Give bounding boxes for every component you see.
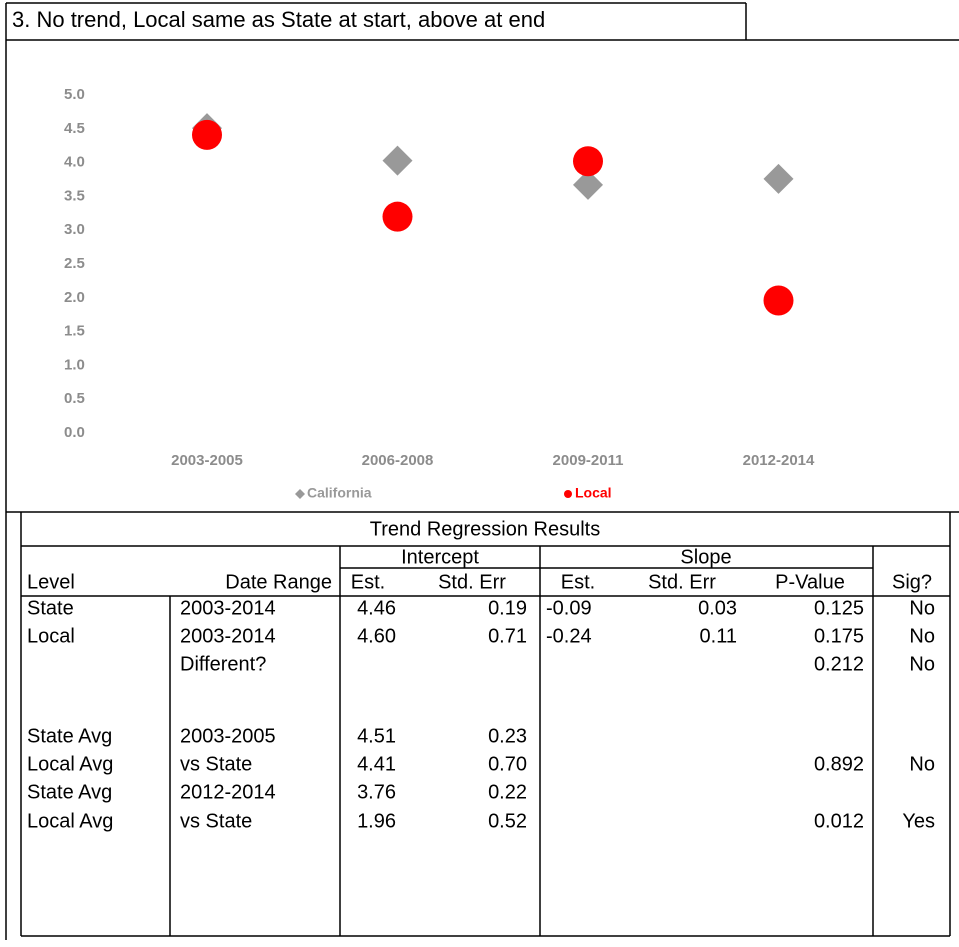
table-cell: State Avg	[27, 781, 112, 803]
table-cell: No	[909, 625, 935, 647]
column-header: Est.	[351, 571, 385, 593]
group-header: Intercept	[401, 546, 479, 568]
table-cell: 0.11	[700, 625, 737, 647]
table-cell: -0.09	[546, 597, 592, 619]
x-tick-label: 2012-2014	[743, 452, 815, 469]
y-tick-label: 4.5	[64, 120, 85, 137]
table-cell: No	[909, 753, 935, 775]
table-cell: 3.76	[357, 781, 396, 803]
table-cell: 0.22	[488, 781, 527, 803]
chart-title: 3. No trend, Local same as State at star…	[12, 7, 545, 32]
y-tick-label: 4.0	[64, 154, 85, 171]
table-cell: 1.96	[357, 810, 396, 832]
table-cell: Local Avg	[27, 753, 113, 775]
column-header: Sig?	[892, 571, 932, 593]
table-cell: 0.70	[488, 753, 527, 775]
y-tick-label: 3.5	[64, 187, 85, 204]
column-header: Date Range	[225, 571, 332, 593]
table-cell: 2003-2014	[180, 625, 276, 647]
table-cell: 0.03	[698, 597, 737, 619]
column-header: P-Value	[775, 571, 845, 593]
table-cell: 0.892	[814, 753, 864, 775]
table-cell: Local Avg	[27, 810, 113, 832]
table-cell: 2003-2014	[180, 597, 276, 619]
legend-label: Local	[575, 485, 612, 501]
point	[382, 145, 413, 176]
point	[573, 146, 603, 177]
legend-marker	[564, 490, 572, 498]
table-cell: 4.51	[357, 725, 396, 747]
table-cell: 0.212	[814, 653, 864, 675]
point	[763, 285, 794, 316]
point	[382, 201, 413, 232]
table-cell: 0.125	[814, 597, 864, 619]
table-cell: 2003-2005	[180, 725, 276, 747]
point	[763, 163, 794, 194]
y-tick-label: 3.0	[64, 221, 85, 238]
point	[192, 119, 222, 150]
table-cell: 0.71	[488, 625, 527, 647]
x-tick-label: 2006-2008	[362, 452, 434, 469]
y-tick-label: 1.5	[64, 323, 85, 340]
table-cell: vs State	[180, 753, 252, 775]
group-header: Slope	[680, 546, 731, 568]
y-tick-label: 0.5	[64, 390, 85, 407]
table-cell: No	[909, 653, 935, 675]
y-tick-label: 1.0	[64, 356, 85, 373]
column-header: Std. Err	[438, 571, 506, 593]
y-tick-label: 2.5	[64, 255, 85, 272]
table-cell: 4.41	[357, 753, 396, 775]
column-header: Level	[27, 571, 75, 593]
table-cell: 4.46	[357, 597, 396, 619]
y-tick-label: 2.0	[64, 289, 85, 306]
column-header: Est.	[561, 571, 595, 593]
table-cell: 0.23	[488, 725, 527, 747]
table-cell: 0.175	[814, 625, 864, 647]
legend-label: California	[307, 485, 372, 501]
table-cell: Yes	[902, 810, 935, 832]
table-cell: State Avg	[27, 725, 112, 747]
table-cell: State	[27, 597, 74, 619]
legend-marker	[295, 489, 305, 499]
table-cell: 2012-2014	[180, 781, 276, 803]
table-cell: -0.24	[546, 625, 592, 647]
table-cell: Different?	[180, 653, 266, 675]
frame	[5, 2, 959, 940]
x-tick-label: 2003-2005	[171, 452, 243, 469]
table-cell: 4.60	[357, 625, 396, 647]
x-tick-label: 2009-2011	[553, 452, 624, 469]
table-title: Trend Regression Results	[370, 518, 600, 540]
table-cell: 0.19	[488, 597, 527, 619]
y-tick-label: 0.0	[64, 424, 85, 441]
table-cell: No	[909, 597, 935, 619]
column-header: Std. Err	[648, 571, 716, 593]
table-cell: vs State	[180, 810, 252, 832]
table-cell: 0.52	[488, 810, 527, 832]
table-cell: Local	[27, 625, 75, 647]
y-tick-label: 5.0	[64, 86, 85, 103]
table-cell: 0.012	[814, 810, 864, 832]
point	[573, 169, 603, 200]
